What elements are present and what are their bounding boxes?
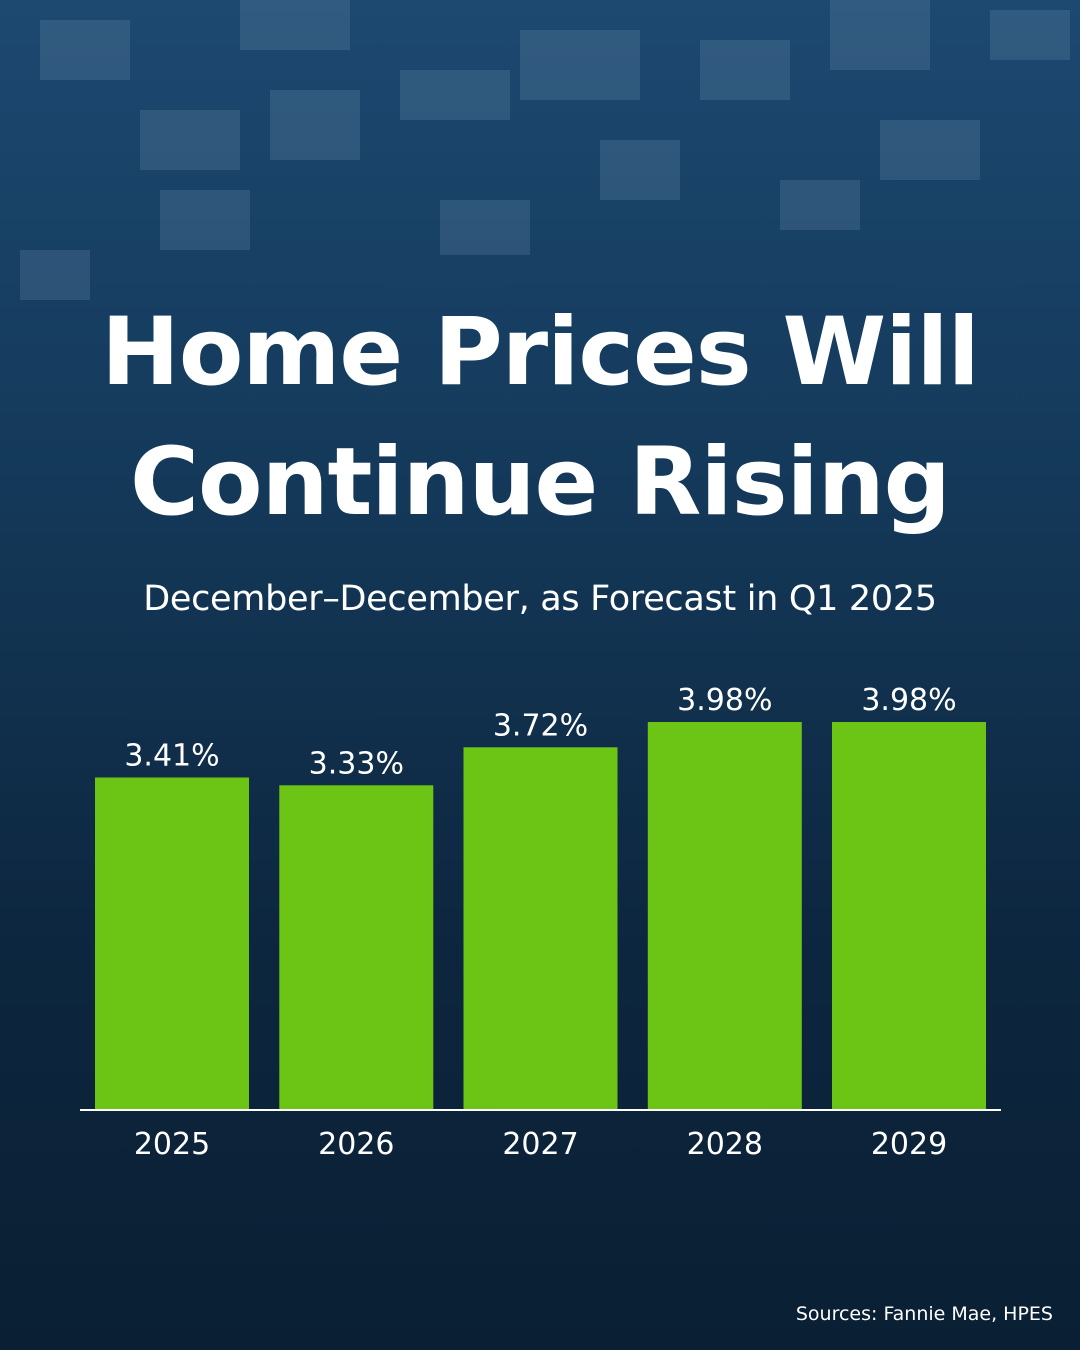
x-tick-label-2029: 2029: [871, 1127, 947, 1162]
x-tick-label-2025: 2025: [134, 1127, 210, 1162]
title-line-1: Home Prices Will: [101, 298, 980, 407]
bar-2029: [832, 722, 986, 1111]
x-tick-label-2028: 2028: [687, 1127, 763, 1162]
page-title: Home Prices Will Continue Rising: [0, 288, 1080, 548]
data-label-2029: 3.98%: [861, 683, 956, 718]
title-line-2: Continue Rising: [130, 428, 951, 537]
bar-2026: [279, 785, 434, 1110]
data-label-2027: 3.72%: [493, 708, 588, 743]
sources-note: Sources: Fannie Mae, HPES: [795, 1303, 1053, 1325]
x-tick-label-2027: 2027: [502, 1127, 578, 1162]
chart-subtitle: December–December, as Forecast in Q1 202…: [143, 579, 937, 619]
x-tick-label-2026: 2026: [318, 1127, 394, 1162]
data-label-2026: 3.33%: [309, 746, 404, 781]
data-label-2025: 3.41%: [124, 739, 219, 774]
data-label-2028: 3.98%: [677, 683, 772, 718]
bar-2027: [463, 747, 618, 1110]
neighborhood-background-image: [20, 0, 1070, 300]
bar-2025: [95, 777, 249, 1110]
bar-2028: [647, 722, 802, 1111]
